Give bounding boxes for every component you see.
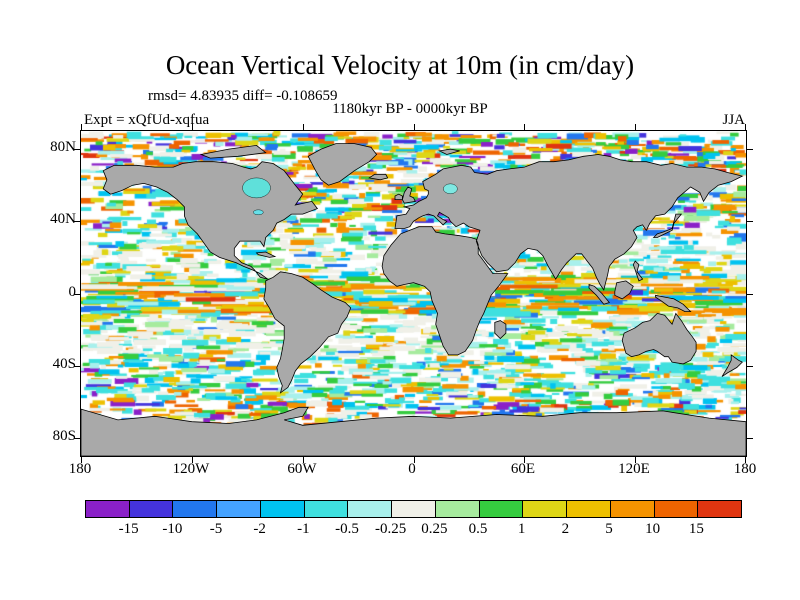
colorbar-segment xyxy=(654,501,699,517)
colorbar-tick-label: -0.25 xyxy=(375,521,407,537)
axis-tick xyxy=(302,124,304,130)
colorbar-tick-label: 0.25 xyxy=(421,521,448,537)
axis-tick xyxy=(745,457,746,463)
colorbar-tick-label: 5 xyxy=(605,521,613,537)
axis-tick xyxy=(747,366,753,367)
colorbar-segment xyxy=(348,501,393,517)
inland-sea xyxy=(242,177,271,199)
lon-tick-label: 0 xyxy=(408,461,416,477)
axis-tick xyxy=(74,438,80,439)
period-line: 1180kyr BP - 0000kyr BP xyxy=(332,101,488,117)
map-plot xyxy=(74,124,753,463)
colorbar-tick-label: 15 xyxy=(688,521,704,537)
colorbar-tick-label: 0.5 xyxy=(468,521,488,537)
inland-sea xyxy=(443,183,458,194)
axis-tick xyxy=(191,124,193,130)
colorbar-segment xyxy=(260,501,305,517)
axis-tick xyxy=(635,457,637,463)
figure-title: Ocean Vertical Velocity at 10m (in cm/da… xyxy=(165,50,635,80)
lat-tick-label: 0 xyxy=(68,284,77,300)
axis-tick xyxy=(747,438,753,439)
lat-tick-label: 80S xyxy=(52,428,76,444)
axis-tick xyxy=(413,457,415,463)
axis-tick xyxy=(74,149,80,150)
colorbar-segment xyxy=(129,501,174,517)
colorbar-tick-label: -5 xyxy=(209,521,223,537)
axis-tick xyxy=(74,366,80,367)
axis-tick xyxy=(302,457,304,463)
axis-tick xyxy=(747,149,753,150)
colorbar-segment xyxy=(173,501,218,517)
colorbar-tick-label: -10 xyxy=(162,521,183,537)
axis-tick xyxy=(524,124,526,130)
lon-tick-label: 120E xyxy=(618,461,650,477)
axis-tick xyxy=(524,457,526,463)
axis-tick xyxy=(635,124,637,130)
experiment-label: Expt = xQfUd-xqfua xyxy=(84,112,210,128)
colorbar-tick-label: 10 xyxy=(645,521,661,537)
colorbar-segment xyxy=(217,501,261,517)
land-masses xyxy=(81,143,746,456)
lon-tick-label: 120W xyxy=(172,461,210,477)
lon-tick-label: 180 xyxy=(68,461,92,477)
colorbar-segment xyxy=(698,501,742,517)
colorbar-segment xyxy=(610,501,655,517)
axis-tick xyxy=(81,124,82,130)
axis-tick xyxy=(81,457,82,463)
colorbar-tick-label: 2 xyxy=(561,521,570,537)
axis-tick xyxy=(74,221,80,222)
colorbar-tick-label: -1 xyxy=(297,521,310,537)
colorbar xyxy=(85,500,742,518)
colorbar-segment xyxy=(479,501,524,517)
lon-tick-label: 60W xyxy=(287,461,317,477)
lon-tick-label: 60E xyxy=(510,461,536,477)
season-label: JJA xyxy=(722,112,745,128)
axis-tick xyxy=(413,124,415,130)
lon-tick-label: 180 xyxy=(733,461,757,477)
colorbar-tick-label: -0.5 xyxy=(335,521,359,537)
lat-tick-label: 80N xyxy=(50,139,76,155)
colorbar-tick-label: -2 xyxy=(253,521,266,537)
axis-tick xyxy=(747,293,753,295)
colorbar-segment xyxy=(523,501,568,517)
colorbar-tick-label: 1 xyxy=(517,521,526,537)
axis-tick xyxy=(747,221,753,222)
axis-tick xyxy=(74,293,80,295)
colorbar-tick-label: -15 xyxy=(118,521,139,537)
inland-sea xyxy=(253,209,264,216)
continents-overlay xyxy=(81,143,746,456)
lat-tick-label: 40N xyxy=(50,211,76,227)
axis-tick xyxy=(191,457,193,463)
colorbar-segment xyxy=(435,501,480,517)
colorbar-segment xyxy=(567,501,611,517)
colorbar-segment xyxy=(86,501,130,517)
axis-tick xyxy=(745,124,746,130)
stats-line: rmsd= 4.83935 diff= -0.108659 xyxy=(148,88,338,104)
colorbar-segment xyxy=(304,501,349,517)
colorbar-segment xyxy=(392,501,436,517)
lat-tick-label: 40S xyxy=(52,356,76,372)
